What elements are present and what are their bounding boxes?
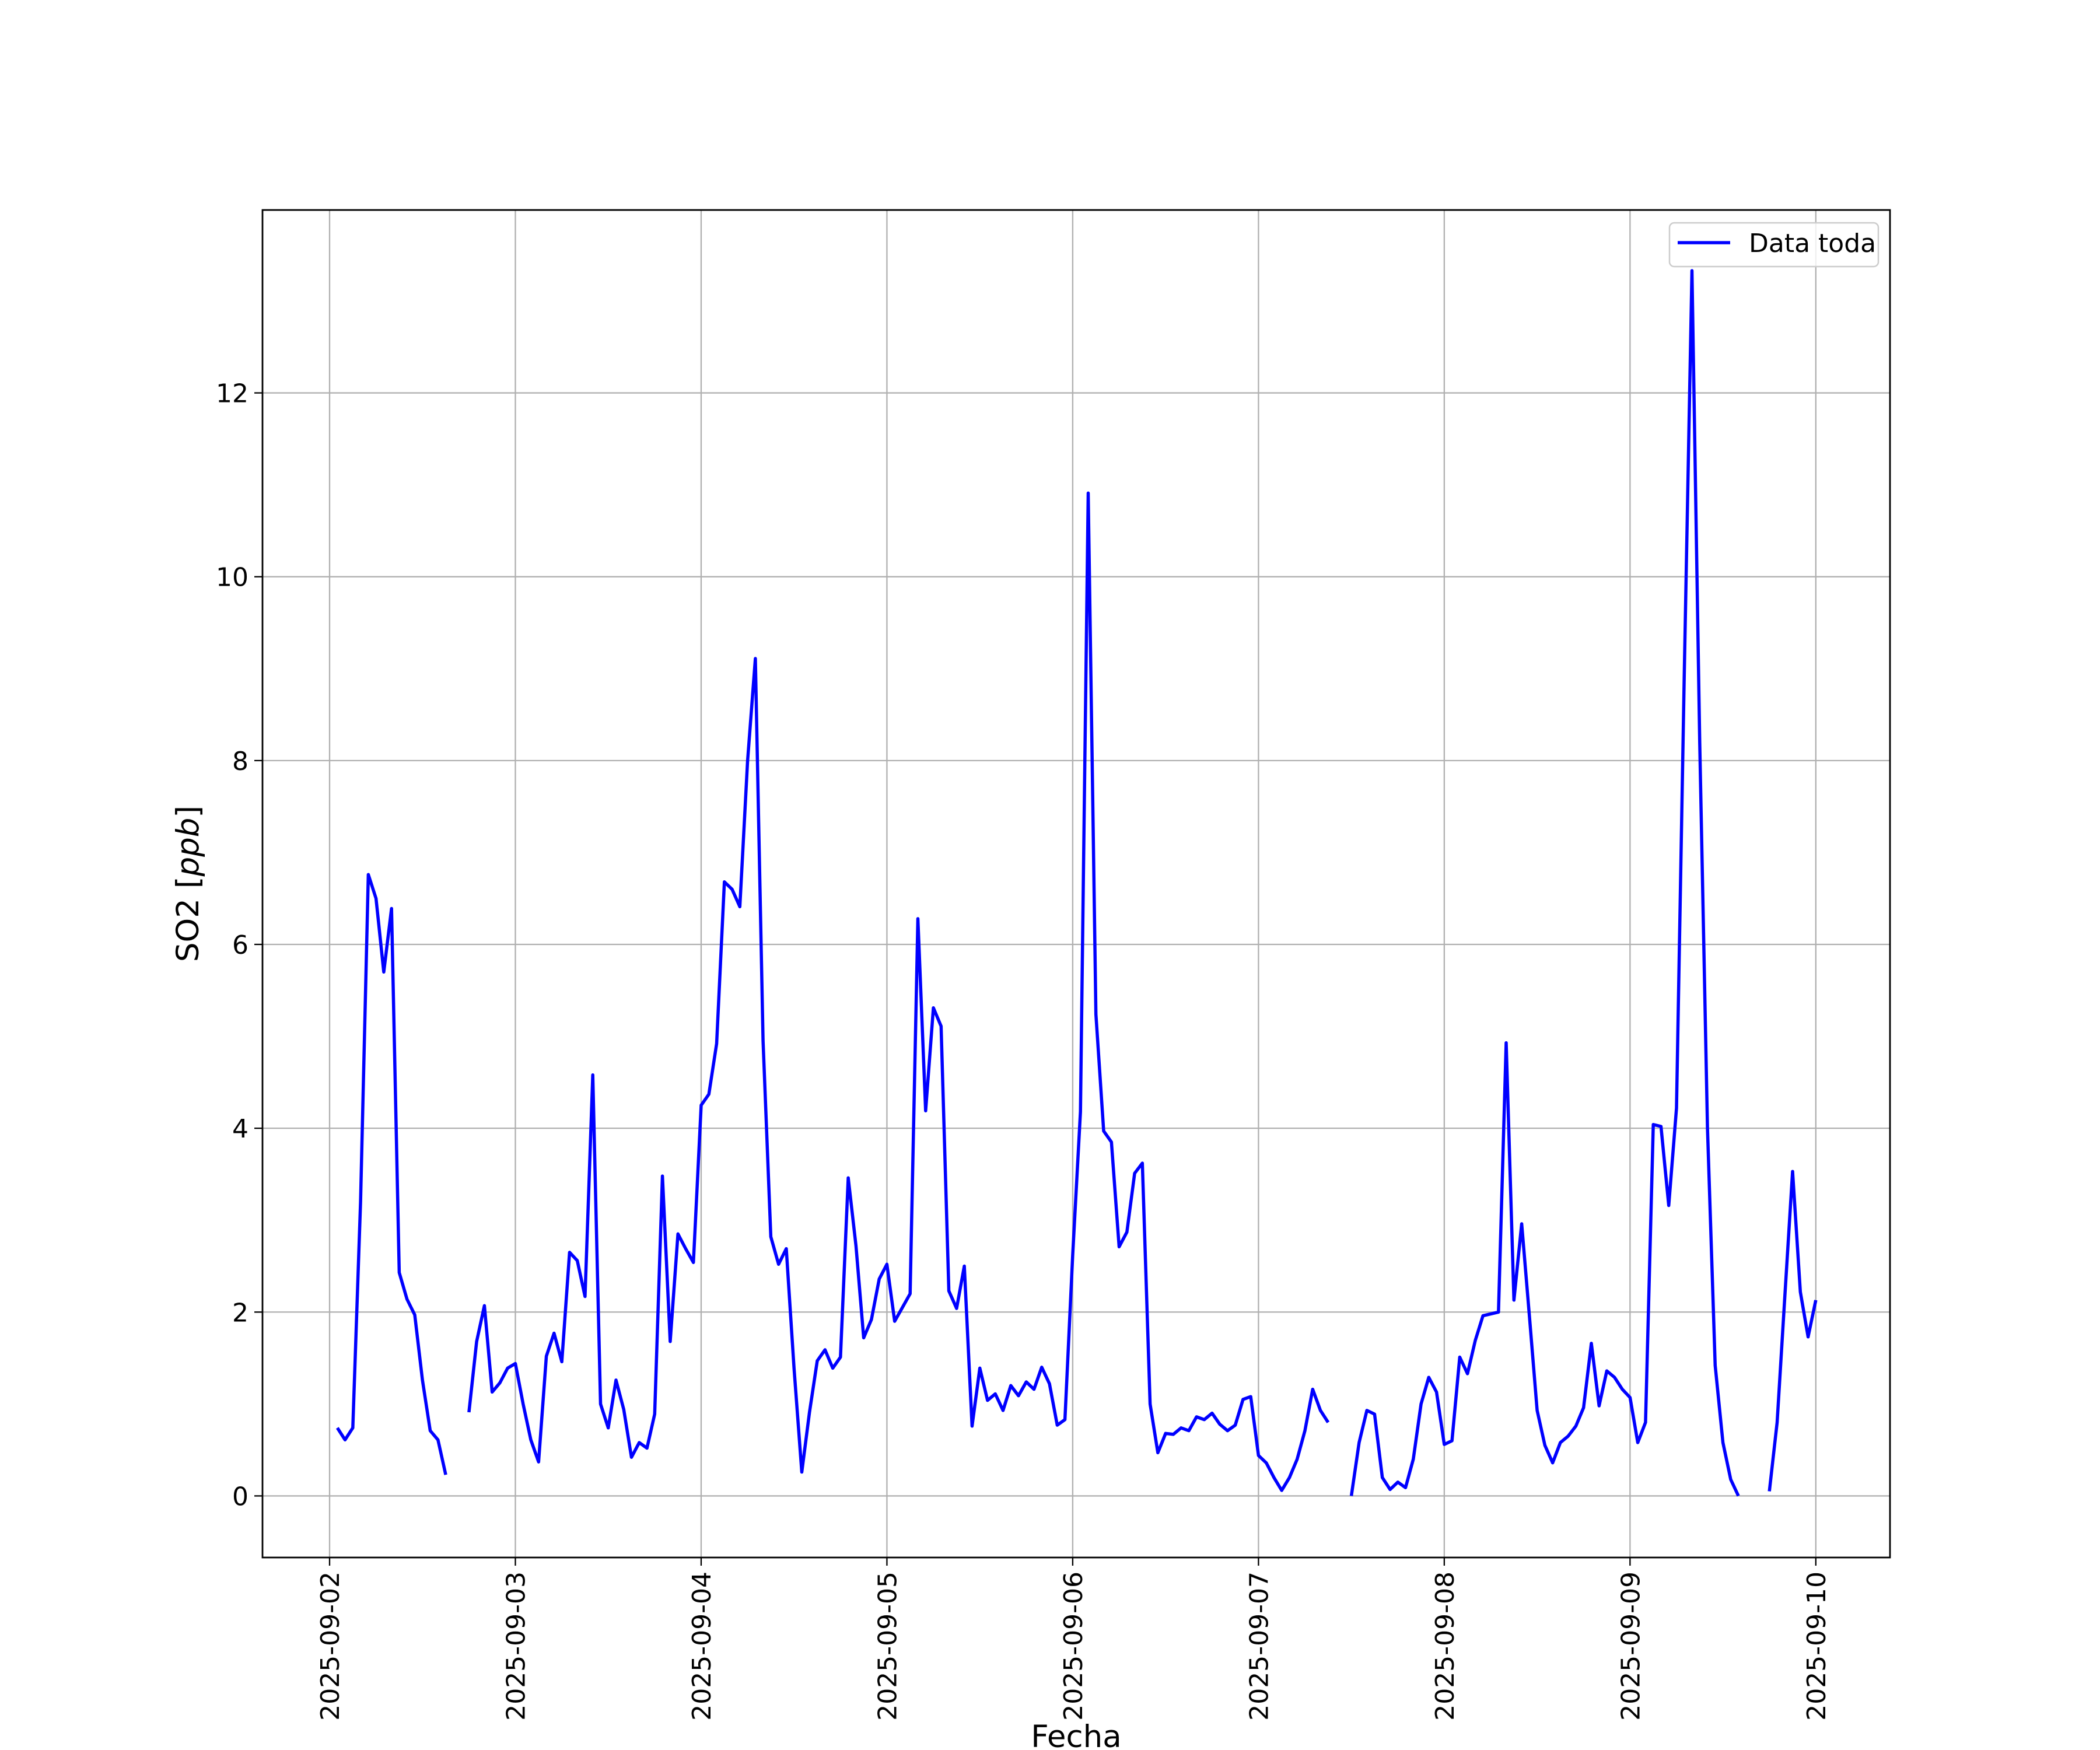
y-axis-label: SO2 [ppb] [170,806,206,962]
x-tick-label: 2025-09-08 [1430,1572,1460,1721]
x-tick-label: 2025-09-10 [1802,1572,1832,1721]
y-tick-label: 4 [232,1114,249,1144]
y-tick-label: 10 [216,563,249,593]
series-layer [335,269,1818,1497]
ticks: 2025-09-02 2025-09-03 2025-09-04 2025-09-05… [216,379,1832,1721]
x-tick-label: 2025-09-02 [316,1572,345,1721]
x-tick-label: 2025-09-03 [501,1572,531,1721]
x-tick-label: 2025-09-04 [687,1572,717,1721]
x-axis-label: Fecha [1031,1719,1121,1750]
x-tick-label: 2025-09-06 [1059,1572,1088,1721]
legend-box [1668,222,1880,268]
grid [262,210,1890,1558]
legend-label-data-toda: Data toda [1749,229,1876,258]
y-tick-label: 12 [216,379,249,409]
x-tick-label: 2025-09-09 [1616,1572,1646,1721]
x-tick-label: 2025-09-05 [873,1572,902,1721]
plot-frame [261,209,1891,1559]
series-line-data-toda [335,269,1818,1497]
x-tick-label: 2025-09-07 [1244,1572,1274,1721]
y-tick-label: 0 [232,1482,249,1511]
y-tick-label: 6 [232,930,249,960]
y-tick-label: 8 [232,747,249,776]
legend: Data toda [1668,222,1880,268]
y-tick-label: 2 [232,1298,249,1328]
